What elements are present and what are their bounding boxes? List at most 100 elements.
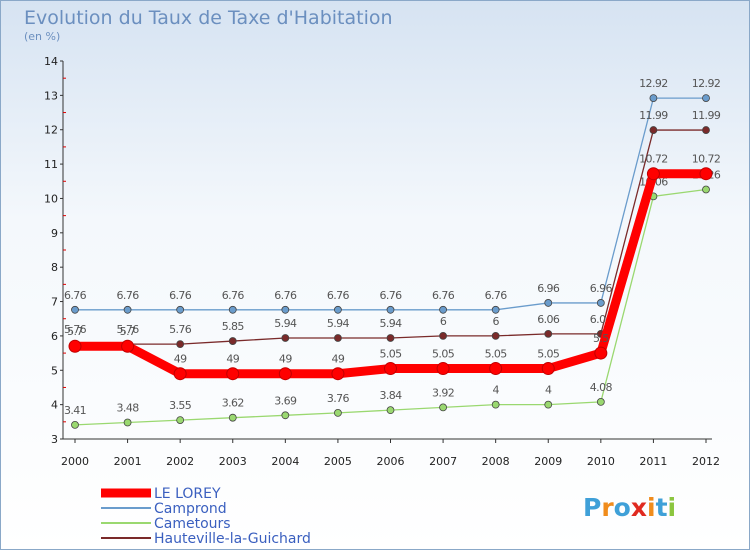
data-point — [121, 339, 135, 353]
x-tick-label: 2003 — [219, 455, 247, 468]
data-label: 3.76 — [327, 392, 350, 405]
data-label: 6.06 — [537, 313, 560, 326]
data-label: 49 — [174, 353, 187, 366]
data-point — [649, 94, 658, 103]
data-label: 3.84 — [379, 389, 402, 402]
data-point — [226, 367, 240, 381]
data-point — [544, 329, 553, 338]
data-label: 5.05 — [432, 348, 455, 361]
logo-letter: i — [647, 493, 656, 522]
chart-subtitle: (en %) — [24, 30, 60, 43]
data-label: 49 — [226, 353, 239, 366]
data-label: 5.5 — [593, 332, 609, 345]
data-label: 3.41 — [64, 404, 86, 417]
series-hauteville-la-guichard: 5.76 5.76 5.76 5.85 5.94 5.94 5.94 6 6 6.06 6.0611… — [64, 109, 721, 349]
data-point — [71, 421, 79, 429]
logo-text: Proxiti — [583, 493, 676, 522]
data-label: 3.92 — [432, 386, 454, 399]
data-point — [281, 334, 290, 342]
data-label: 6.76 — [169, 289, 192, 302]
data-point — [68, 339, 82, 353]
logo-letter: t — [656, 493, 668, 522]
data-point — [334, 408, 342, 417]
legend-label: Camprond — [154, 501, 227, 517]
y-tick-label: 8 — [51, 261, 58, 274]
data-label: 6.76 — [379, 289, 402, 302]
data-label: 6.96 — [590, 282, 613, 295]
x-tick-label: 2007 — [429, 455, 457, 468]
proxiti-logo: Proxiti — [583, 493, 676, 522]
data-point — [489, 362, 503, 376]
x-tick-label: 2012 — [692, 455, 720, 468]
data-label: 3.55 — [169, 399, 192, 412]
data-point — [334, 305, 342, 314]
data-point — [491, 305, 500, 314]
data-label: 12.92 — [692, 77, 721, 90]
data-label: 5.94 — [327, 317, 350, 330]
data-point — [596, 299, 605, 307]
data-label: 3.48 — [117, 402, 140, 415]
data-label: 6.76 — [327, 289, 350, 302]
x-tick-label: 2010 — [587, 455, 615, 468]
data-point — [491, 332, 500, 340]
data-point — [173, 367, 187, 381]
data-label: 4 — [545, 384, 552, 397]
x-tick-label: 2001 — [114, 455, 142, 468]
data-label: 6.96 — [537, 282, 560, 295]
data-point — [228, 305, 237, 314]
data-label: 6 — [440, 315, 447, 328]
data-label: 5.7 — [120, 325, 136, 338]
data-point — [439, 403, 447, 412]
y-tick-label: 10 — [44, 192, 58, 205]
data-label: 6.76 — [222, 289, 245, 302]
data-label: 5.76 — [169, 323, 192, 336]
series-layer: 6.76 6.76 6.76 6.76 6.76 6.76 6.76 6.76 6.76 6.96… — [64, 77, 721, 429]
data-point — [594, 346, 608, 360]
legend-label: Hauteville-la-Guichard — [154, 531, 311, 547]
data-point — [702, 94, 710, 103]
chart-title: Evolution du Taux de Taxe d'Habitation — [24, 7, 393, 29]
data-label: 4.08 — [590, 381, 613, 394]
data-label: 5.76 — [64, 323, 87, 336]
data-point — [544, 299, 553, 307]
x-tick-label: 2009 — [534, 455, 562, 468]
y-tick-label: 11 — [44, 158, 58, 171]
x-tick-label: 2011 — [639, 455, 667, 468]
y-tick-label: 13 — [44, 89, 58, 102]
data-label: 5.05 — [379, 348, 402, 361]
data-label: 10.72 — [639, 153, 668, 166]
data-label: 5.94 — [379, 317, 402, 330]
data-point — [334, 334, 342, 342]
data-label: 3.62 — [222, 397, 244, 410]
data-point — [439, 332, 447, 340]
logo-letter: o — [614, 493, 631, 522]
data-label: 5.7 — [67, 325, 83, 338]
data-point — [331, 367, 345, 381]
data-label: 5.05 — [485, 348, 508, 361]
data-label: 6.76 — [485, 289, 508, 302]
data-label: 5.85 — [222, 320, 245, 333]
data-label: 49 — [332, 353, 345, 366]
data-point — [123, 418, 132, 427]
x-tick-label: 2006 — [377, 455, 405, 468]
data-label: 10.72 — [692, 153, 721, 166]
x-tick-label: 2000 — [61, 455, 89, 468]
data-label: 49 — [279, 353, 292, 366]
data-point — [596, 397, 605, 406]
y-tick-label: 7 — [51, 296, 58, 309]
data-point — [228, 413, 237, 422]
data-point — [176, 340, 185, 349]
data-point — [386, 305, 395, 314]
logo-letter: i — [668, 493, 677, 522]
data-point — [176, 416, 185, 425]
data-label: 5.76 — [117, 323, 140, 336]
data-point — [436, 362, 450, 376]
x-tick-label: 2004 — [271, 455, 299, 468]
data-point — [491, 400, 500, 409]
data-point — [384, 362, 397, 376]
data-point — [386, 406, 395, 415]
data-label: 11.99 — [692, 109, 721, 122]
y-tick-label: 6 — [51, 330, 58, 343]
data-point — [281, 411, 290, 420]
